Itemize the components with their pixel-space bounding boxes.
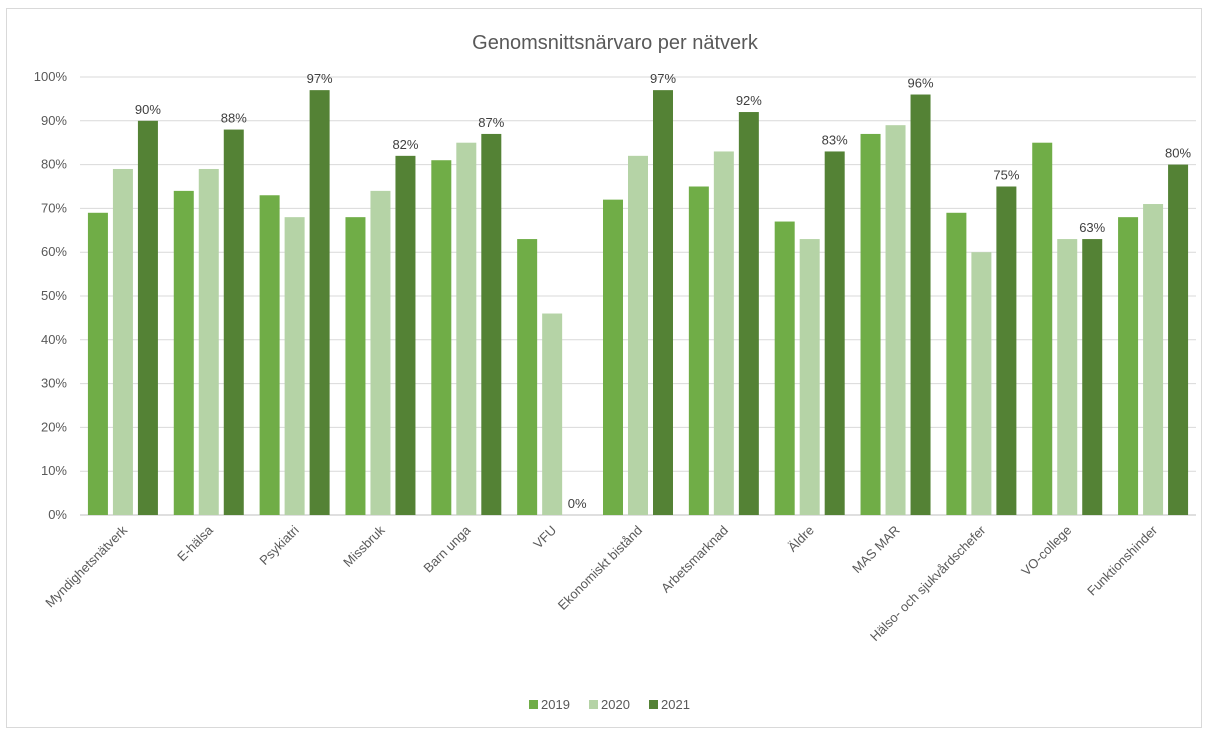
data-label: 0% [568, 496, 587, 511]
x-category-label: Myndighetsnätverk [42, 522, 130, 610]
bar-2019 [860, 133, 881, 515]
legend-swatch-2020 [589, 700, 598, 709]
data-label: 87% [478, 115, 504, 130]
bar-2020 [456, 142, 477, 515]
data-labels: 90% 88% 97% 82% 87% 0% 97% 92% 83% 96% 75% 63% 80% [135, 71, 1192, 511]
bar-2020 [628, 155, 648, 515]
data-label: 96% [908, 76, 934, 91]
bar-2021 [137, 120, 158, 516]
bar-2021 [1168, 164, 1189, 515]
x-category-label: VO-college [1018, 523, 1074, 579]
bar-2021 [1082, 239, 1103, 515]
bar-2021 [996, 186, 1017, 515]
x-category-label: MAS MAR [849, 523, 903, 577]
bar-2021 [223, 129, 244, 515]
bar-2020 [1057, 239, 1078, 515]
bar-2020 [198, 168, 219, 516]
legend-label: 2019 [541, 697, 570, 712]
data-label: 90% [135, 102, 161, 117]
bar-2021 [910, 94, 931, 516]
bar-2021 [309, 90, 330, 515]
bar-2019 [603, 199, 623, 515]
bar-2019 [431, 160, 452, 515]
x-category-label: Äldre [785, 523, 817, 555]
bar-2021 [824, 151, 845, 515]
legend-label: 2021 [661, 697, 690, 712]
data-label: 63% [1079, 220, 1105, 235]
x-category-label: Funktionshinder [1084, 522, 1160, 598]
x-category-label: Psykiatri [256, 522, 301, 567]
bar-2020 [370, 190, 391, 515]
bar-2019 [517, 239, 538, 515]
data-label: 88% [221, 111, 247, 126]
y-tick-label: 30% [41, 376, 67, 391]
x-category-label: Missbruk [340, 522, 388, 570]
data-label: 92% [736, 93, 762, 108]
legend-swatch-2019 [529, 700, 538, 709]
bar-2020 [284, 217, 305, 515]
y-tick-label: 20% [41, 419, 67, 434]
y-tick-label: 90% [41, 113, 67, 128]
legend-swatch-2021 [649, 700, 658, 709]
legend: 2019 2020 2021 [529, 697, 690, 712]
bar-2020 [799, 239, 820, 515]
bar-2019 [1032, 142, 1053, 515]
data-label: 75% [993, 168, 1019, 183]
data-label: 80% [1165, 146, 1191, 161]
data-label: 97% [650, 71, 676, 86]
bar-2019 [173, 190, 194, 515]
x-category-label: Arbetsmarknad [658, 523, 731, 596]
y-tick-label: 40% [41, 332, 67, 347]
bar-2019 [345, 217, 366, 515]
bar-2020 [1143, 204, 1164, 515]
bar-2020 [885, 125, 906, 516]
x-axis-categories: Myndighetsnätverk E-hälsa Psykiatri Missbru… [42, 522, 1160, 644]
y-tick-label: 50% [41, 288, 67, 303]
y-tick-label: 100% [34, 69, 68, 84]
legend-label: 2020 [601, 697, 630, 712]
x-category-label: Ekonomiskt bistånd [555, 523, 645, 613]
bar-2021 [653, 90, 673, 515]
y-tick-label: 70% [41, 200, 67, 215]
bar-2019 [259, 195, 280, 515]
y-tick-label: 10% [41, 463, 67, 478]
x-category-label: Barn unga [420, 522, 474, 576]
bar-2021 [481, 133, 502, 515]
x-category-label: VFU [530, 523, 559, 552]
bar-2020 [112, 168, 133, 516]
y-axis-ticks: 0% 10% 20% 30% 40% 50% 60% 70% 80% 90% 100% [34, 69, 68, 522]
y-tick-label: 0% [48, 507, 67, 522]
bar-2021 [395, 155, 416, 515]
bar-2019 [1118, 217, 1139, 515]
bar-2019 [774, 221, 795, 516]
bar-2020 [971, 252, 992, 515]
bar-2019 [688, 186, 709, 515]
bar-2019 [946, 212, 967, 515]
bar-2020 [713, 151, 734, 515]
data-label: 97% [307, 71, 333, 86]
bars [87, 90, 1189, 516]
data-label: 83% [822, 132, 848, 147]
data-label: 82% [392, 137, 418, 152]
bar-2021 [738, 112, 759, 515]
y-tick-label: 80% [41, 157, 67, 172]
x-category-label: E-hälsa [174, 522, 216, 564]
y-tick-label: 60% [41, 244, 67, 259]
bar-2020 [542, 313, 563, 515]
chart-title: Genomsnittsnärvaro per nätverk [472, 32, 759, 54]
bar-2019 [87, 212, 108, 515]
